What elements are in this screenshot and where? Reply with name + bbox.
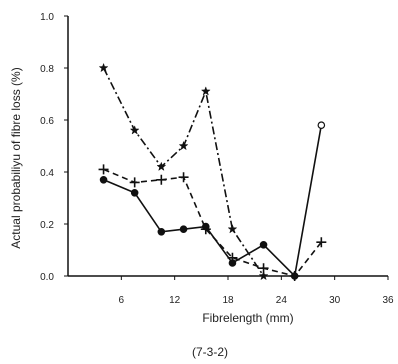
- data-point-series-3: [259, 241, 268, 249]
- y-tick-label: 0.8: [40, 64, 54, 75]
- data-point-series-1: [200, 86, 211, 96]
- y-tick-label: 0.4: [40, 168, 54, 179]
- y-tick-label: 0.6: [40, 116, 54, 127]
- data-point-series-1: [98, 62, 109, 73]
- x-tick-label: 12: [169, 295, 181, 306]
- data-point-series-2: [156, 174, 167, 185]
- data-point-series-2: [98, 164, 109, 175]
- data-point-series-2: [178, 172, 189, 183]
- data-point-series-1: [227, 223, 238, 234]
- x-tick-label: 18: [222, 295, 234, 306]
- data-point-series-3: [99, 176, 108, 184]
- data-point-series-3: [201, 222, 210, 231]
- x-axis-title: Fibrelength (mm): [202, 311, 293, 325]
- data-point-series-3: [130, 189, 139, 197]
- data-point-series-2: [258, 263, 269, 274]
- x-tick-label: 24: [276, 295, 288, 306]
- data-point-series-2: [129, 177, 140, 188]
- data-point-series-3: [317, 121, 326, 130]
- x-tick-label: 36: [382, 295, 394, 306]
- data-point-series-3: [228, 259, 237, 267]
- markers-layer: [98, 62, 327, 281]
- data-point-series-2: [316, 237, 327, 248]
- figure-caption: (7-3-2): [192, 345, 228, 359]
- x-tick-label: 30: [329, 295, 341, 306]
- data-point-series-1: [129, 125, 140, 135]
- series-layer: [102, 67, 323, 278]
- series-line-1: [102, 67, 265, 277]
- x-tick-label: 6: [119, 295, 125, 306]
- data-point-series-1: [258, 270, 269, 281]
- y-tick-label: 0.0: [40, 272, 54, 283]
- data-point-series-1: [178, 140, 189, 151]
- data-point-series-3: [179, 225, 188, 234]
- data-point-series-3: [157, 228, 166, 236]
- y-axis-title: Actual probabiliyu of fibre loss (%): [9, 67, 23, 248]
- data-point-series-3: [290, 272, 299, 280]
- data-point-series-1: [156, 161, 167, 172]
- y-tick-label: 0.2: [40, 220, 54, 231]
- y-tick-label: 1.0: [40, 12, 54, 23]
- ticks: 6 12 18 24 30 36 0.0 0.2 0.4 0.6 0.8 1.0: [40, 12, 394, 306]
- axes: [67, 16, 388, 277]
- series-line-2: [103, 168, 322, 277]
- series-line-3: [103, 125, 323, 278]
